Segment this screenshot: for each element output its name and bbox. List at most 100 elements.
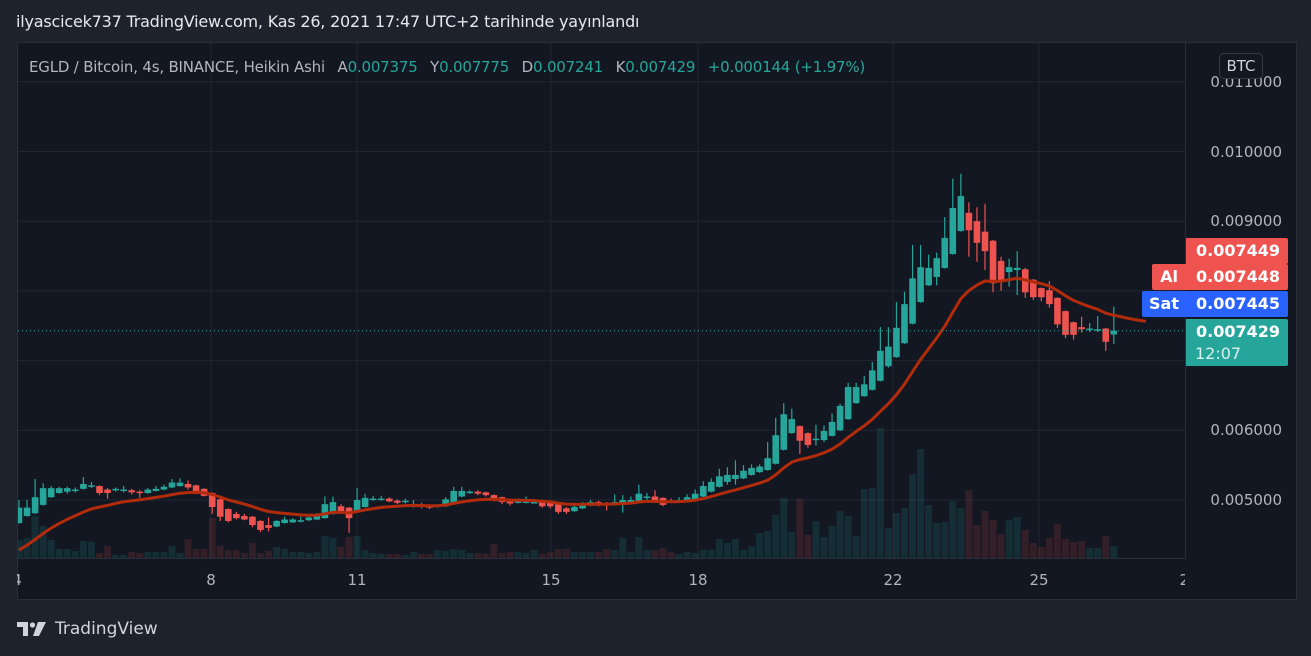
candle-body <box>571 506 578 512</box>
candle-body <box>216 499 224 517</box>
volume-bar <box>458 550 466 558</box>
volume-bar <box>909 474 917 558</box>
buy-button[interactable]: Al <box>1152 264 1186 290</box>
price-tick: 0.009000 <box>1210 212 1282 230</box>
candle-body <box>530 502 538 504</box>
volume-bar <box>723 543 731 558</box>
volume-bar <box>731 539 739 558</box>
candle-body <box>772 435 779 464</box>
candle-body <box>305 517 313 521</box>
volume-bar <box>240 553 248 558</box>
candle <box>1102 327 1110 351</box>
candle-body <box>233 513 240 519</box>
candle-body <box>933 258 940 277</box>
volume-bar <box>353 536 361 558</box>
volume-bar <box>901 508 908 558</box>
tradingview-brand[interactable]: TradingView <box>17 619 158 639</box>
candle <box>941 217 949 269</box>
candle <box>828 413 836 437</box>
candle-body <box>1005 267 1013 273</box>
candle <box>820 425 828 443</box>
volume-bar <box>136 553 144 558</box>
volume-bar <box>933 523 941 558</box>
volume-bar <box>707 550 715 558</box>
volume-bar <box>522 553 530 558</box>
volume-bar <box>385 554 393 558</box>
time-tick: 25 <box>1029 571 1049 589</box>
buy-price-tag: 0.007448 <box>1186 264 1288 290</box>
volume-bar <box>289 552 297 558</box>
candle-series <box>18 173 1118 533</box>
candle-body <box>651 496 659 502</box>
candle-body <box>257 520 264 530</box>
candle <box>152 486 160 492</box>
time-tick: 11 <box>347 571 367 589</box>
change-value: +0.000144 (+1.97%) <box>707 58 866 76</box>
candle-body <box>804 433 812 445</box>
candle-body <box>514 501 522 503</box>
candle <box>877 327 884 382</box>
chart-frame[interactable] <box>17 42 1297 600</box>
volume-bar <box>828 526 836 558</box>
volume-bar <box>490 544 498 558</box>
high-label: Y <box>430 58 440 76</box>
candle <box>740 465 747 480</box>
volume-bar <box>997 534 1005 558</box>
candle-body <box>732 474 739 480</box>
candle-body <box>1086 328 1093 331</box>
volume-bar <box>643 550 651 558</box>
candle <box>257 520 264 533</box>
volume-bar <box>23 538 31 558</box>
volume-bar <box>530 550 538 558</box>
candle <box>917 244 924 303</box>
volume-bar <box>281 549 289 558</box>
candle-body <box>1094 329 1101 331</box>
candle <box>23 500 31 517</box>
price-axis[interactable]: 0.011000 0.010000 0.009000 0.006000 0.00… <box>1185 42 1298 558</box>
candle <box>748 464 755 476</box>
candle <box>402 498 409 504</box>
candle <box>780 403 788 451</box>
candle-body <box>796 426 804 441</box>
candle <box>1110 306 1118 344</box>
candle <box>64 486 71 494</box>
volume-bar <box>860 489 868 558</box>
volume-bar <box>1037 547 1045 558</box>
candle-body <box>997 260 1005 282</box>
candle-body <box>337 506 345 512</box>
candle-body <box>1110 330 1118 335</box>
volume-bar <box>120 555 128 558</box>
candle-body <box>957 196 965 231</box>
volume-bar <box>184 539 192 558</box>
volume-bar <box>699 550 707 558</box>
candle <box>997 256 1005 291</box>
volume-bar <box>265 551 273 558</box>
volume-bar <box>595 552 603 558</box>
volume-bar <box>63 549 71 558</box>
volume-bar <box>192 549 200 558</box>
candle <box>772 417 779 465</box>
volume-bar <box>152 552 160 558</box>
high-value: 0.007775 <box>439 58 510 76</box>
candle <box>80 476 87 490</box>
sell-price-tag: 0.007445 <box>1186 291 1288 317</box>
sell-button[interactable]: Sat <box>1142 291 1186 317</box>
volume-bar <box>128 552 136 558</box>
volume-bar <box>764 531 772 558</box>
currency-badge[interactable]: BTC <box>1219 53 1263 79</box>
symbol-info[interactable]: EGLD / Bitcoin, 4s, BINANCE, Heikin Ashi <box>29 58 325 76</box>
candle <box>1062 310 1069 339</box>
bar-countdown: 12:07 <box>1195 344 1242 363</box>
time-axis[interactable]: 4 8 11 15 18 22 25 28 <box>17 558 1185 601</box>
candle-body <box>64 488 71 492</box>
volume-bar <box>715 539 723 558</box>
volume-bar <box>418 554 425 558</box>
candle-body <box>152 488 160 491</box>
volume-bar <box>844 516 852 558</box>
candle-body <box>683 497 691 501</box>
close-value: 0.007429 <box>625 58 696 76</box>
candle-body <box>112 488 119 491</box>
close-label: K <box>615 58 626 76</box>
candle-body <box>885 346 892 367</box>
